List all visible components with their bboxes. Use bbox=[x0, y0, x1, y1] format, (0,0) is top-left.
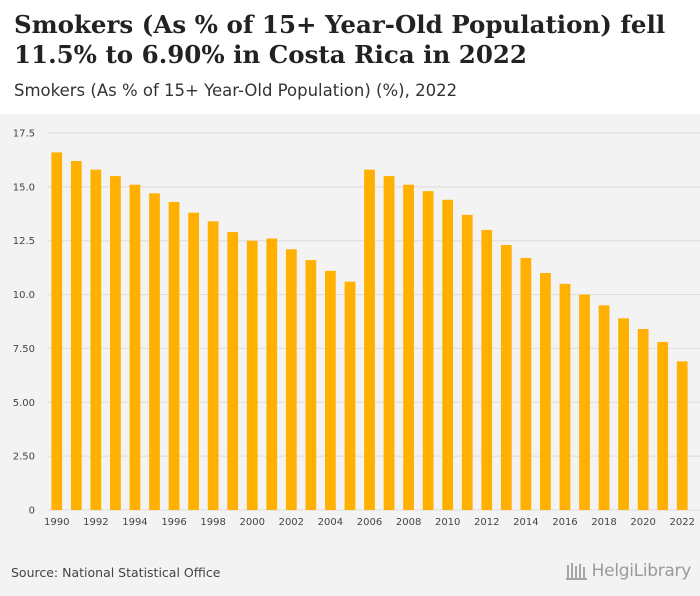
bar bbox=[70, 161, 82, 510]
bar bbox=[51, 152, 63, 510]
chart-header: Smokers (As % of 15+ Year-Old Population… bbox=[0, 0, 700, 114]
source-note: Source: National Statistical Office bbox=[11, 565, 221, 580]
x-tick-label: 2018 bbox=[591, 517, 616, 528]
x-tick-label: 2016 bbox=[552, 517, 577, 528]
y-tick-label: 0 bbox=[29, 506, 35, 517]
x-tick-label: 2014 bbox=[513, 517, 538, 528]
bar bbox=[168, 201, 180, 510]
x-tick-label: 2010 bbox=[435, 517, 460, 528]
y-tick-label: 12.5 bbox=[13, 236, 35, 247]
bar bbox=[637, 329, 649, 510]
x-tick-label: 2004 bbox=[318, 517, 343, 528]
x-tick-label: 2000 bbox=[240, 517, 265, 528]
library-columns-icon bbox=[565, 563, 587, 580]
bar bbox=[149, 193, 160, 510]
bar bbox=[246, 240, 258, 510]
x-tick-label: 1990 bbox=[44, 517, 69, 528]
bar bbox=[227, 232, 239, 510]
bar bbox=[481, 229, 493, 510]
x-tick-label: 2020 bbox=[630, 517, 655, 528]
x-tick-label: 1996 bbox=[161, 517, 186, 528]
bar bbox=[305, 260, 317, 510]
bar bbox=[364, 169, 375, 510]
logo-text: HelgiLibrary bbox=[591, 561, 692, 581]
helgi-library-logo: HelgiLibrary bbox=[565, 561, 692, 581]
bar bbox=[676, 361, 688, 510]
y-tick-label: 17.5 bbox=[13, 129, 35, 140]
bar bbox=[383, 176, 395, 511]
bar bbox=[266, 238, 278, 510]
bar bbox=[403, 184, 414, 510]
bar bbox=[559, 283, 571, 510]
bar bbox=[285, 249, 297, 510]
y-tick-label: 7.50 bbox=[13, 344, 35, 355]
bar bbox=[598, 305, 610, 510]
x-tick-label: 1998 bbox=[200, 517, 225, 528]
bar bbox=[461, 214, 473, 510]
bar bbox=[442, 199, 454, 510]
bar bbox=[129, 184, 141, 510]
bar bbox=[422, 191, 434, 510]
chart-footer: Source: National Statistical Office Helg… bbox=[0, 554, 700, 596]
chart-subtitle: Smokers (As % of 15+ Year-Old Population… bbox=[14, 81, 458, 100]
bar bbox=[110, 176, 121, 511]
bar bbox=[520, 257, 532, 510]
y-tick-label: 2.50 bbox=[13, 452, 35, 463]
x-tick-label: 2002 bbox=[279, 517, 304, 528]
bar bbox=[207, 221, 219, 510]
bar bbox=[344, 281, 356, 510]
x-tick-label: 2022 bbox=[670, 517, 695, 528]
bar bbox=[90, 169, 102, 510]
bar bbox=[500, 245, 512, 510]
x-tick-label: 2006 bbox=[357, 517, 382, 528]
bar bbox=[540, 273, 551, 510]
x-tick-label: 1992 bbox=[83, 517, 108, 528]
chart-title: Smokers (As % of 15+ Year-Old Population… bbox=[14, 10, 666, 69]
bar bbox=[188, 212, 199, 511]
y-tick-label: 5.00 bbox=[13, 398, 35, 409]
x-tick-label: 2008 bbox=[396, 517, 421, 528]
bar bbox=[325, 270, 336, 510]
bar bbox=[618, 318, 629, 510]
y-tick-label: 15.0 bbox=[13, 182, 35, 193]
bar bbox=[579, 294, 590, 510]
bar-chart: 0 2.50 5.00 7.50 10.0 12.5 15.0 17.5 1990 1992 199… bbox=[13, 129, 700, 528]
x-tick-label: 1994 bbox=[122, 517, 147, 528]
y-tick-label: 10.0 bbox=[13, 290, 35, 301]
bar bbox=[657, 341, 669, 510]
x-tick-label: 2012 bbox=[474, 517, 499, 528]
